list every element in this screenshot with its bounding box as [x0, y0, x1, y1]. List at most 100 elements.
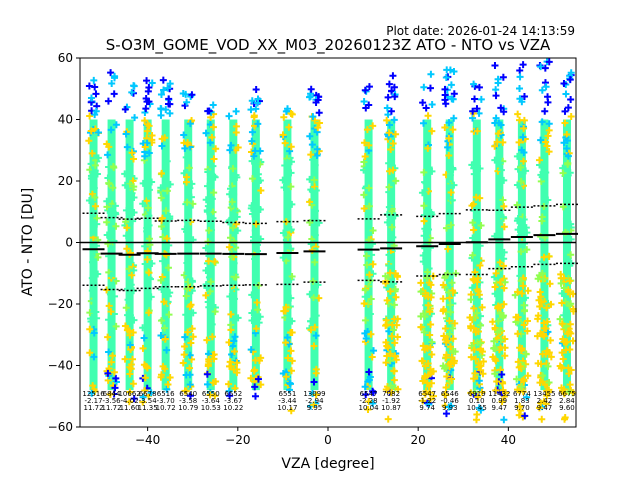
scatter-point [446, 301, 454, 309]
scatter-point [427, 70, 435, 78]
bin-stat-text: 9.47 [492, 404, 508, 412]
scatter-point [514, 330, 522, 338]
scatter-point [500, 392, 508, 400]
scatter-point [226, 146, 234, 154]
scatter-point [390, 116, 398, 124]
scatter-point [186, 184, 194, 192]
scatter-point [147, 389, 155, 397]
scatter-point [288, 357, 296, 365]
scatter-point [522, 294, 530, 302]
scatter-point [385, 327, 393, 335]
scatter-point [522, 167, 530, 175]
scatter-point [142, 362, 150, 370]
scatter-point [182, 292, 190, 300]
scatter-point [562, 322, 570, 330]
scatter-point [126, 388, 134, 396]
scatter-point [210, 155, 218, 163]
scatter-point [543, 392, 551, 400]
scatter-point [421, 362, 429, 370]
scatter-point [365, 397, 373, 405]
scatter-point [391, 93, 399, 101]
scatter-point [492, 269, 500, 277]
scatter-point [230, 259, 238, 267]
scatter-point [247, 148, 255, 156]
scatter-point [446, 343, 454, 351]
scatter-point [144, 87, 152, 95]
scatter-point [202, 196, 210, 204]
scatter-point [130, 395, 138, 403]
scatter-point [362, 334, 370, 342]
scatter-point [125, 398, 133, 406]
scatter-point [473, 278, 481, 286]
scatter-point [181, 333, 189, 341]
scatter-point [389, 166, 397, 174]
scatter-point [491, 370, 499, 378]
scatter-point [307, 240, 315, 248]
bin-stat-text: 10.04 [359, 404, 380, 412]
scatter-point [564, 286, 572, 294]
scatter-point [204, 380, 212, 388]
scatter-point [144, 120, 152, 128]
scatter-point [424, 144, 432, 152]
bin-stat-text: 6516 [157, 390, 175, 398]
scatter-point [158, 286, 166, 294]
scatter-point [230, 337, 238, 345]
scatter-point [163, 157, 171, 165]
scatter-point [158, 142, 166, 150]
scatter-point [492, 357, 500, 365]
scatter-point [248, 157, 256, 165]
scatter-point [566, 76, 574, 84]
scatter-point [523, 246, 531, 254]
scatter-point [450, 90, 458, 98]
scatter-point [523, 229, 531, 237]
scatter-point [186, 351, 194, 359]
scatter-point [424, 344, 432, 352]
scatter-point [426, 331, 434, 339]
scatter-point [467, 389, 475, 397]
scatter-point [538, 298, 546, 306]
scatter-point [257, 381, 265, 389]
scatter-point [561, 107, 569, 115]
scatter-point [445, 403, 453, 411]
bin-stat-text: -3.67 [224, 397, 242, 405]
scatter-point [569, 337, 577, 345]
scatter-point [106, 290, 114, 298]
scatter-point [545, 148, 553, 156]
bin-stat-text: 6547 [418, 390, 436, 398]
scatter-point [420, 217, 428, 225]
scatter-point [429, 367, 437, 375]
scatter-point [520, 376, 528, 384]
bin-stat-text: 13455 [533, 390, 555, 398]
scatter-point [109, 163, 117, 171]
y-tick-label: 0 [65, 236, 73, 250]
x-tick-label: 0 [324, 433, 332, 447]
scatter-point [179, 359, 187, 367]
scatter-point [419, 397, 427, 405]
scatter-point [447, 221, 455, 229]
bin-stat-text: 10662 [118, 390, 140, 398]
scatter-point [361, 316, 369, 324]
scatter-point [121, 355, 129, 363]
scatter-point [537, 399, 545, 407]
scatter-point [566, 320, 574, 328]
scatter-point [363, 252, 371, 260]
scatter-point [104, 240, 112, 248]
scatter-point [225, 216, 233, 224]
scatter-point [425, 401, 433, 409]
scatter-point [88, 389, 96, 397]
scatter-point [206, 139, 214, 147]
scatter-point [516, 73, 524, 81]
scatter-point [227, 321, 235, 329]
scatter-point [420, 328, 428, 336]
scatter-point [202, 244, 210, 252]
scatter-point [208, 320, 216, 328]
scatter-point [387, 382, 395, 390]
scatter-point [143, 182, 151, 190]
scatter-point [103, 218, 111, 226]
scatter-point [208, 133, 216, 141]
scatter-point [473, 127, 481, 135]
scatter-point [189, 200, 197, 208]
scatter-point [106, 390, 114, 398]
scatter-point [234, 227, 242, 235]
scatter-point [441, 96, 449, 104]
